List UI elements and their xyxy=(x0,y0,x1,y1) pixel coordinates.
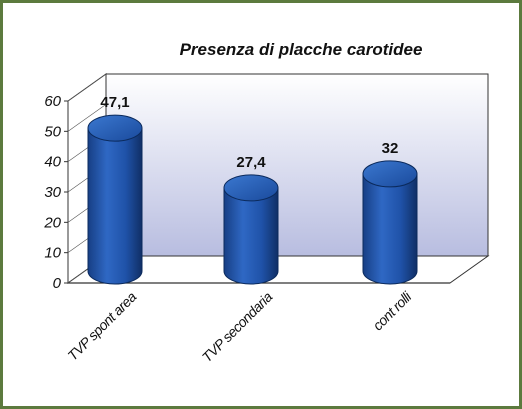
bar xyxy=(88,115,142,284)
x-category-label: cont rolli xyxy=(369,288,415,334)
bar-top xyxy=(363,161,417,187)
bar-body xyxy=(88,128,142,284)
x-axis-categories: TVP spont area TVP secondaria cont rolli xyxy=(64,288,415,365)
y-tick-label: 20 xyxy=(43,214,61,231)
bar-top xyxy=(224,175,278,201)
y-tick-label: 60 xyxy=(44,93,61,110)
data-label: 32 xyxy=(382,140,399,157)
data-label: 47,1 xyxy=(100,94,129,111)
y-tick-label: 40 xyxy=(44,154,61,171)
x-category-label: TVP spont area xyxy=(64,288,139,363)
y-tick-label: 50 xyxy=(44,123,61,140)
bar-body xyxy=(363,174,417,284)
chart-title: Presenza di placche carotidee xyxy=(180,40,423,59)
data-label: 27,4 xyxy=(236,154,266,171)
x-category-label: TVP secondaria xyxy=(199,288,276,365)
y-tick-label: 10 xyxy=(44,245,61,262)
bar xyxy=(363,161,417,284)
back-wall xyxy=(106,74,488,256)
bar xyxy=(224,175,278,284)
y-tick-label: 0 xyxy=(53,275,62,292)
chart-svg: Presenza di placche carotidee 0 10 20 30 40 5… xyxy=(6,6,522,409)
bar-body xyxy=(224,188,278,284)
bar-top xyxy=(88,115,142,141)
y-tick-label: 30 xyxy=(44,184,61,201)
